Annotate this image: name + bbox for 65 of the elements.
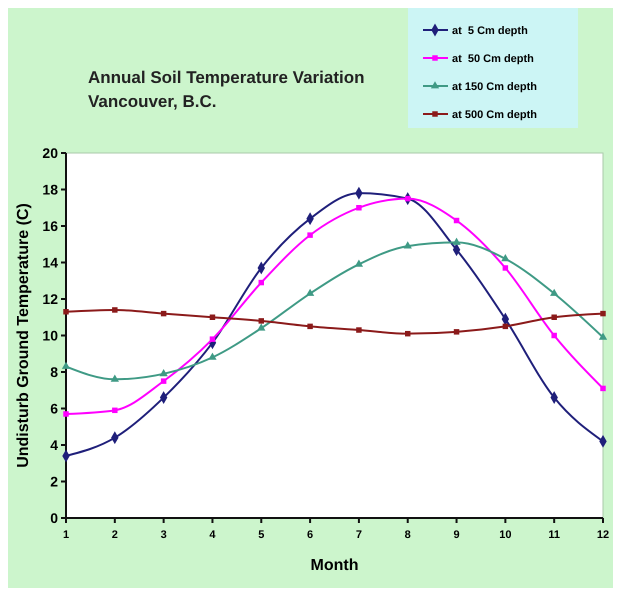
point <box>257 323 266 331</box>
x-tick-label: 8 <box>404 529 411 541</box>
point <box>208 352 217 360</box>
y-tick-label: 0 <box>50 510 58 526</box>
point <box>600 386 606 392</box>
point <box>550 288 558 296</box>
point <box>63 411 69 417</box>
point <box>502 265 508 271</box>
point <box>306 288 314 296</box>
x-tick-label: 11 <box>548 529 560 541</box>
point <box>159 369 168 376</box>
x-tick-label: 7 <box>356 529 362 541</box>
point <box>551 332 557 338</box>
x-tick-label: 1 <box>62 529 70 541</box>
point <box>160 378 166 384</box>
point <box>501 254 510 262</box>
legend-label: at 5 Cm depth <box>452 24 528 37</box>
point <box>356 327 362 333</box>
x-tick-label: 3 <box>160 529 167 541</box>
point <box>354 260 364 267</box>
x-tick-label: 2 <box>112 529 118 541</box>
y-tick-label: 10 <box>42 327 58 344</box>
point <box>404 330 410 336</box>
y-axis-title: Undisturb Ground Temperature (C) <box>15 203 32 468</box>
point <box>307 232 313 238</box>
point <box>598 332 608 340</box>
point <box>210 336 216 342</box>
y-tick-label: 2 <box>50 473 58 490</box>
point <box>63 309 69 315</box>
y-tick-label: 8 <box>50 364 58 380</box>
point <box>210 314 216 320</box>
point <box>160 310 166 316</box>
x-tick-label: 5 <box>258 529 264 541</box>
x-axis-title: Month <box>310 557 358 574</box>
y-tick-label: 16 <box>42 218 58 234</box>
point <box>258 280 264 286</box>
x-tick-label: 6 <box>307 529 314 541</box>
x-tick-label: 10 <box>499 529 512 541</box>
point <box>404 241 412 248</box>
legend-label: at 50 Cm depth <box>452 52 534 65</box>
point <box>110 374 119 382</box>
y-tick-label: 6 <box>50 400 58 416</box>
point <box>551 314 557 320</box>
y-tick-label: 12 <box>42 290 58 307</box>
point <box>356 205 362 210</box>
point <box>258 318 264 324</box>
point <box>502 324 508 330</box>
point <box>454 329 460 335</box>
x-tick-label: 4 <box>209 529 216 541</box>
y-tick-label: 18 <box>42 181 58 198</box>
y-tick-label: 4 <box>50 436 58 453</box>
legend-label: at 500 Cm depth <box>452 108 538 121</box>
point <box>112 307 118 313</box>
x-tick-label: 9 <box>453 529 460 541</box>
point <box>600 310 606 316</box>
point <box>112 408 118 414</box>
y-tick-label: 20 <box>42 144 58 161</box>
x-tick-label: 12 <box>596 529 610 541</box>
y-tick-label: 14 <box>42 254 58 270</box>
legend-label: at 150 Cm depth <box>452 80 538 93</box>
point <box>452 238 461 245</box>
chart-title: Annual Soil Temperature Variation Vancouver, B.C. <box>88 68 364 111</box>
point <box>307 324 313 330</box>
point <box>454 218 460 224</box>
point <box>62 362 70 369</box>
